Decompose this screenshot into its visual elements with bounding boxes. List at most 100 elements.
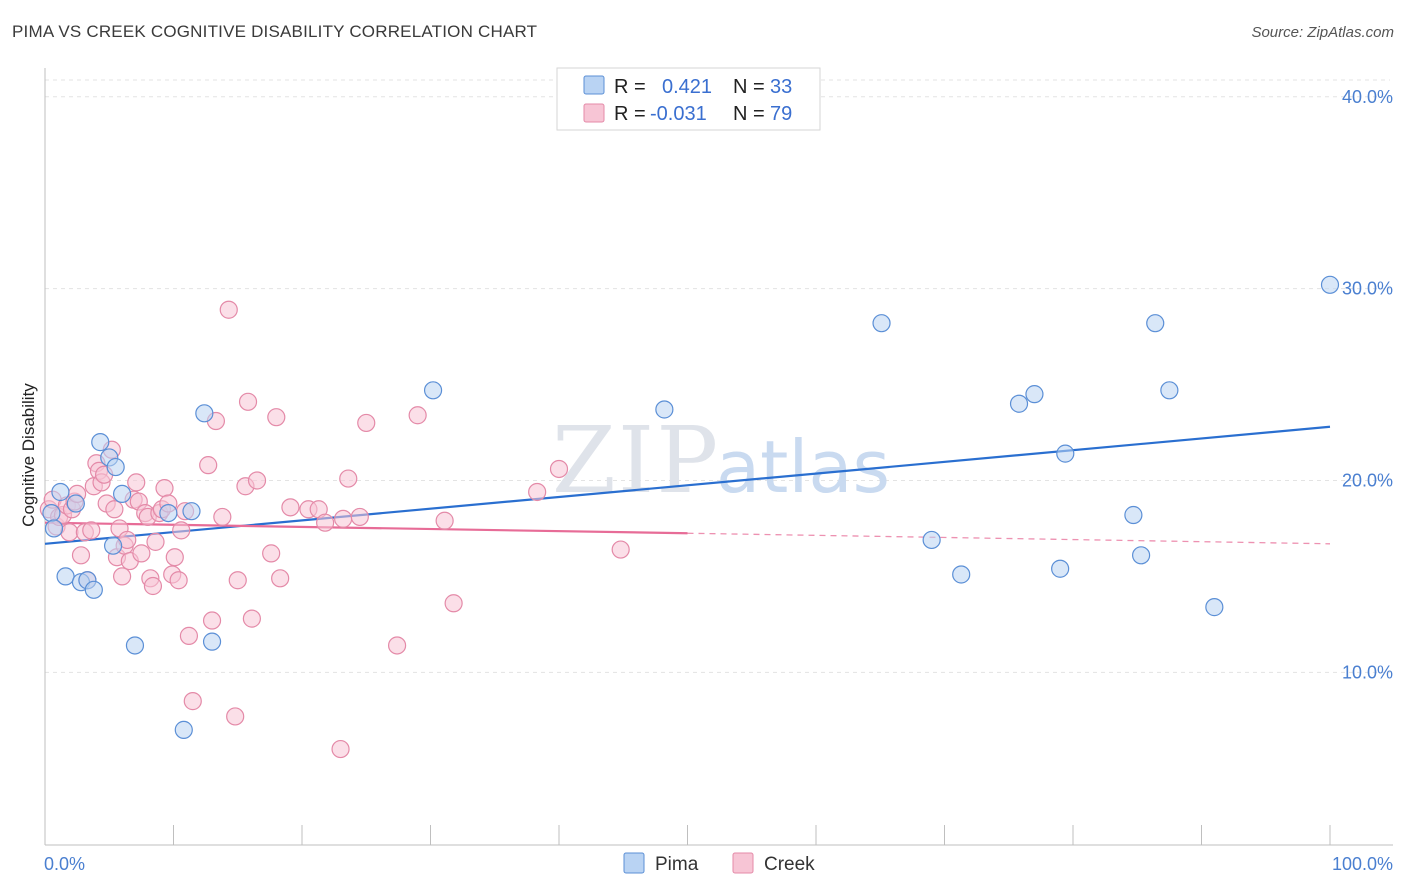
pima-trend-line bbox=[44, 425, 1331, 545]
pima-point bbox=[952, 565, 971, 584]
creek-point bbox=[316, 513, 335, 532]
series-legend-pima-label: Pima bbox=[655, 854, 699, 875]
pima-point bbox=[922, 530, 941, 550]
creek-point bbox=[213, 507, 232, 527]
creek-point bbox=[238, 392, 258, 411]
creek-point bbox=[435, 511, 454, 530]
creek-point bbox=[155, 479, 174, 498]
pima-point bbox=[1160, 381, 1179, 400]
creek-point bbox=[357, 413, 376, 433]
pima-point bbox=[1146, 314, 1165, 333]
pima-point bbox=[195, 404, 214, 423]
legend-creek-n-label: N = bbox=[733, 103, 765, 125]
creek-point bbox=[143, 576, 163, 596]
creek-point bbox=[281, 498, 300, 517]
pima-point bbox=[44, 519, 64, 538]
creek-point bbox=[172, 521, 191, 540]
series-legend-creek-label: Creek bbox=[764, 854, 815, 875]
pima-point bbox=[174, 720, 193, 739]
creek-point bbox=[105, 500, 124, 519]
creek-point bbox=[60, 523, 79, 542]
pima-point bbox=[104, 536, 123, 555]
creek-point bbox=[146, 532, 165, 551]
creek-point bbox=[331, 739, 350, 759]
creek-point bbox=[444, 594, 463, 613]
creek-point bbox=[132, 544, 151, 563]
source-credit: Source: ZipAtlas.com bbox=[1251, 24, 1394, 41]
legend-pima-r-label: R = bbox=[614, 76, 646, 98]
creek-point bbox=[179, 626, 199, 645]
creek-point bbox=[611, 540, 630, 559]
creek-point bbox=[247, 471, 267, 490]
pima-point bbox=[423, 381, 443, 400]
creek-point bbox=[339, 469, 358, 488]
creek-point bbox=[199, 456, 218, 475]
data-points bbox=[39, 275, 1340, 759]
y-tick-label: 10.0% bbox=[1342, 662, 1393, 682]
creek-point bbox=[71, 546, 91, 565]
pima-point bbox=[872, 314, 891, 333]
creek-point bbox=[334, 509, 353, 528]
creek-point bbox=[183, 692, 202, 711]
legend-pima-swatch bbox=[583, 75, 605, 95]
legend-creek-r-value: -0.031 bbox=[650, 103, 707, 125]
y-axis-label: Cognitive Disability bbox=[19, 383, 38, 527]
pima-point bbox=[56, 567, 75, 586]
legend-creek-r-label: R = bbox=[614, 103, 646, 125]
creek-point bbox=[242, 609, 261, 628]
creek-point bbox=[271, 569, 290, 588]
creek-point bbox=[267, 408, 286, 427]
x-tick-label-max: 100.0% bbox=[1332, 854, 1393, 874]
creek-point bbox=[350, 507, 369, 527]
creek-point bbox=[228, 571, 247, 590]
pima-point bbox=[1051, 559, 1070, 578]
watermark-zip: ZIP bbox=[552, 407, 720, 514]
pima-point bbox=[125, 636, 145, 655]
pima-point bbox=[182, 502, 201, 521]
creek-point bbox=[387, 636, 407, 655]
pima-point bbox=[1056, 444, 1075, 463]
pima-point bbox=[66, 494, 85, 513]
y-tick-label: 30.0% bbox=[1342, 279, 1393, 299]
pima-point bbox=[1124, 505, 1143, 525]
creek-point bbox=[202, 611, 222, 630]
creek-trend-line bbox=[44, 521, 688, 535]
creek-point bbox=[408, 406, 427, 425]
legend-pima-n-label: N = bbox=[733, 76, 765, 98]
creek-point bbox=[169, 571, 188, 590]
legend-pima-n-value: 33 bbox=[770, 76, 792, 98]
grid bbox=[45, 79, 1390, 673]
x-tick-label-min: 0.0% bbox=[44, 854, 85, 874]
pima-point bbox=[202, 632, 222, 651]
pima-point bbox=[655, 400, 674, 419]
pima-point bbox=[159, 503, 178, 523]
y-tick-label: 20.0% bbox=[1342, 470, 1393, 490]
axes: 10.0% 20.0% 30.0% 40.0% 0.0% 100.0% bbox=[44, 68, 1393, 874]
pima-point bbox=[1205, 598, 1224, 617]
legend-creek-swatch bbox=[583, 103, 605, 123]
pima-point bbox=[1132, 546, 1151, 565]
creek-point bbox=[219, 300, 238, 319]
series-legend-creek-swatch bbox=[732, 852, 754, 874]
pima-point bbox=[84, 580, 103, 599]
pima-point bbox=[106, 457, 125, 477]
pima-point bbox=[51, 482, 70, 502]
pima-point bbox=[1009, 394, 1029, 413]
legend-creek-n-value: 79 bbox=[770, 103, 792, 125]
watermark: ZIP atlas bbox=[552, 407, 890, 514]
creek-trend-extension bbox=[687, 532, 1331, 545]
legend-pima-r-value: 0.421 bbox=[662, 76, 712, 98]
pima-point bbox=[42, 503, 61, 523]
series-legend-pima-swatch bbox=[623, 852, 645, 874]
creek-point bbox=[112, 567, 132, 586]
watermark-atlas: atlas bbox=[716, 425, 890, 509]
pima-point bbox=[91, 433, 110, 452]
correlation-legend: R = 0.421 N = 33 R = -0.031 N = 79 bbox=[556, 67, 821, 131]
creek-point bbox=[127, 473, 146, 492]
creek-point bbox=[165, 548, 184, 567]
creek-point bbox=[549, 459, 569, 479]
creek-point bbox=[262, 544, 281, 563]
series-legend: Pima Creek bbox=[623, 852, 815, 875]
pima-point bbox=[1025, 385, 1044, 404]
